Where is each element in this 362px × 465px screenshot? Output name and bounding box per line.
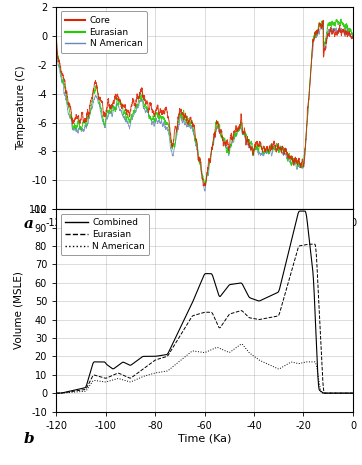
Core (306, 104, 310, 110)
Eurasian (62, 390, 67, 395)
Eurasian (189, 120, 193, 126)
N American (321, 20, 325, 26)
N American (95, 95, 99, 100)
N American (87, 385, 91, 390)
Text: b: b (24, 432, 34, 446)
Line: Eurasian: Eurasian (56, 19, 353, 186)
Combined (87, 375, 91, 381)
N American (95, 378, 99, 384)
Line: Eurasian: Eurasian (56, 244, 353, 393)
N American (87, 116, 91, 122)
Core (87, 112, 91, 118)
X-axis label: Time (Ka): Time (Ka) (178, 433, 231, 443)
Eurasian (307, 241, 312, 247)
N American (203, 188, 207, 194)
N American (306, 114, 310, 120)
N American (77, 127, 81, 133)
N American (54, 390, 58, 396)
Eurasian (95, 86, 99, 91)
Eurasian (351, 390, 355, 396)
Combined (306, 223, 310, 228)
Line: Combined: Combined (56, 211, 353, 393)
Core (321, 18, 325, 23)
N American (239, 341, 244, 347)
Line: N American: N American (56, 344, 353, 393)
Eurasian (306, 242, 310, 247)
Core (95, 85, 99, 90)
N American (77, 389, 81, 395)
Legend: Combined, Eurasian, N American: Combined, Eurasian, N American (60, 214, 150, 255)
Combined (189, 303, 193, 309)
Core (62, 78, 67, 83)
Y-axis label: Temperature (C): Temperature (C) (16, 66, 26, 150)
Eurasian (54, 390, 58, 396)
Line: Core: Core (56, 20, 353, 186)
Eurasian (306, 113, 310, 118)
Combined (54, 390, 58, 396)
Combined (351, 390, 355, 396)
Line: N American: N American (56, 23, 353, 191)
Legend: Core, Eurasian, N American: Core, Eurasian, N American (60, 12, 147, 53)
N American (189, 126, 193, 132)
Core (54, 33, 58, 39)
Y-axis label: Volume (MSLE): Volume (MSLE) (13, 272, 23, 349)
Combined (95, 359, 99, 365)
N American (189, 349, 193, 355)
Eurasian (77, 120, 81, 126)
Eurasian (203, 183, 207, 188)
Text: a: a (24, 217, 33, 232)
N American (306, 359, 310, 365)
Eurasian (95, 373, 99, 379)
Eurasian (87, 113, 91, 119)
Combined (62, 390, 67, 395)
N American (62, 90, 67, 95)
Eurasian (339, 16, 343, 22)
Eurasian (54, 40, 58, 46)
Eurasian (87, 381, 91, 387)
N American (351, 390, 355, 396)
N American (62, 390, 67, 396)
Eurasian (189, 315, 193, 321)
Core (351, 34, 355, 40)
Combined (298, 208, 302, 214)
Core (77, 117, 81, 122)
Eurasian (351, 34, 355, 40)
Eurasian (62, 81, 67, 86)
Core (189, 114, 193, 120)
Eurasian (77, 388, 81, 393)
Core (203, 183, 208, 189)
N American (351, 32, 355, 38)
Combined (77, 386, 81, 392)
N American (54, 47, 58, 53)
